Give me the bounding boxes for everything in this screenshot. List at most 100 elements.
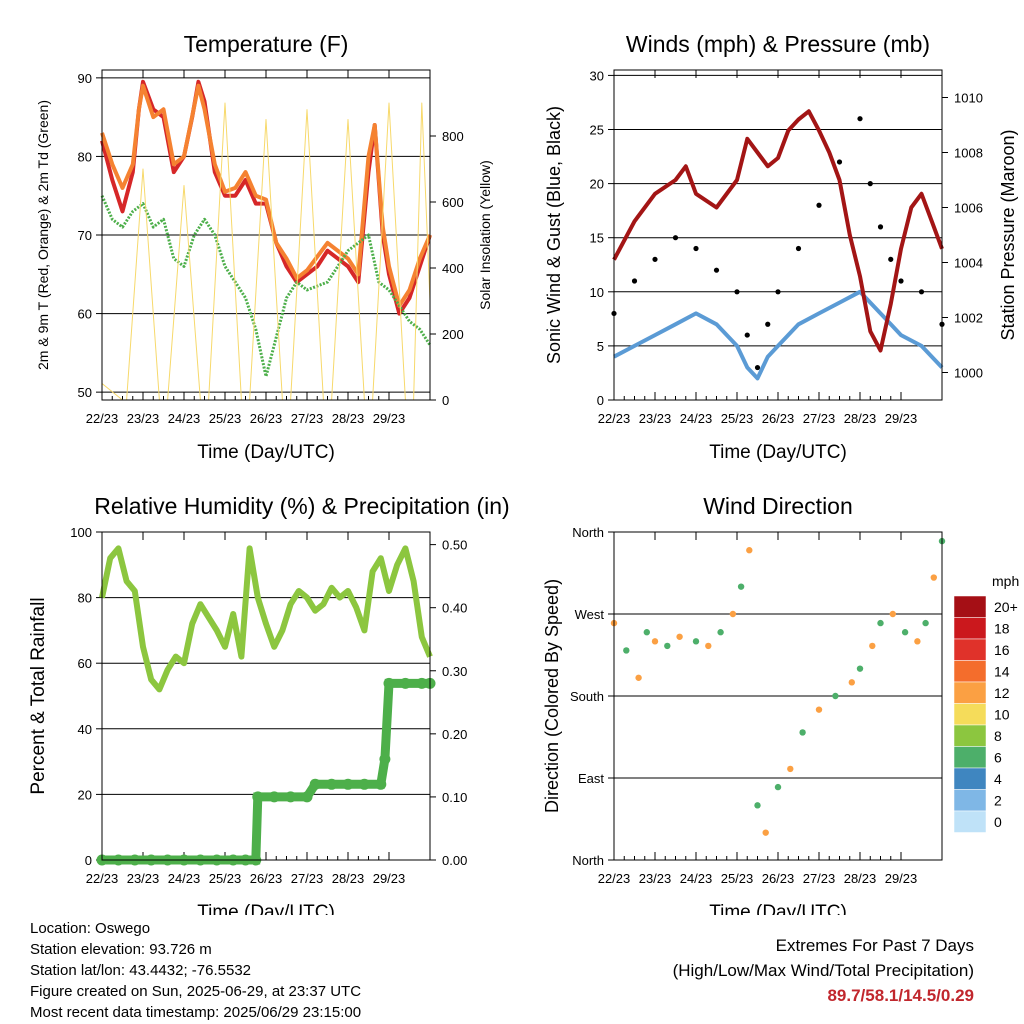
x-tick-label: 29/23 bbox=[885, 411, 918, 426]
x-tick-label: 24/23 bbox=[680, 871, 713, 886]
gust-point bbox=[888, 256, 894, 262]
legend-label: 12 bbox=[994, 685, 1010, 701]
extremes-subtitle: (High/Low/Max Wind/Total Precipitation) bbox=[672, 961, 974, 980]
x-tick-label: 27/23 bbox=[291, 871, 324, 886]
y2-tick-label: 0.50 bbox=[442, 538, 467, 553]
y-tick-label: 0 bbox=[597, 393, 604, 408]
x-axis-label: Time (Day/UTC) bbox=[197, 902, 335, 915]
legend-swatch bbox=[953, 746, 987, 769]
plot-frame bbox=[101, 69, 431, 401]
x-tick-label: 25/23 bbox=[209, 871, 242, 886]
y2-tick-label: 0.10 bbox=[442, 790, 467, 805]
direction-point bbox=[746, 547, 753, 554]
x-tick-label: 29/23 bbox=[373, 871, 406, 886]
station-info: Location: Oswego Station elevation: 93.7… bbox=[30, 918, 361, 1023]
y-tick-label: West bbox=[575, 607, 605, 622]
y-tick-label: 90 bbox=[78, 71, 92, 86]
chart-title: Winds (mph) & Pressure (mb) bbox=[626, 31, 930, 57]
x-tick-label: 27/23 bbox=[291, 411, 324, 426]
x-tick-label: 26/23 bbox=[762, 411, 795, 426]
gust-point bbox=[693, 245, 699, 252]
x-tick-label: 29/23 bbox=[373, 411, 406, 426]
x-axis-label: Time (Day/UTC) bbox=[709, 442, 847, 463]
y-axis-label: Percent & Total Rainfall bbox=[28, 597, 49, 794]
y-axis-label: 2m & 9m T (Red, Orange) & 2m Td (Green) bbox=[35, 100, 51, 370]
x-tick-label: 24/23 bbox=[680, 411, 713, 426]
y2-tick-label: 0 bbox=[442, 393, 449, 408]
legend-swatch bbox=[953, 681, 987, 704]
direction-point bbox=[869, 642, 876, 650]
direction-point bbox=[787, 765, 794, 773]
direction-point bbox=[717, 629, 724, 636]
gust-point bbox=[918, 289, 925, 295]
direction-point bbox=[901, 629, 909, 636]
y-axis-label: Direction (Colored By Speed) bbox=[542, 579, 562, 813]
series-t9m bbox=[100, 83, 432, 308]
chart-title: Temperature (F) bbox=[184, 31, 349, 57]
direction-point bbox=[754, 802, 761, 809]
x-tick-label: 28/23 bbox=[844, 871, 877, 886]
extremes-title: Extremes For Past 7 Days bbox=[775, 936, 974, 955]
direction-point bbox=[799, 729, 806, 736]
gust-point bbox=[765, 321, 771, 327]
direction-point bbox=[729, 610, 737, 618]
series-pressure bbox=[612, 109, 944, 353]
x-tick-label: 23/23 bbox=[639, 871, 672, 886]
gust-point bbox=[857, 116, 863, 122]
x-tick-label: 26/23 bbox=[250, 411, 283, 426]
x-tick-label: 28/23 bbox=[332, 871, 365, 886]
direction-point bbox=[692, 638, 700, 645]
x-tick-label: 22/23 bbox=[86, 871, 119, 886]
direction-point bbox=[643, 629, 650, 636]
gust-point bbox=[877, 224, 884, 230]
y2-tick-label: 1002 bbox=[954, 311, 983, 326]
direction-point bbox=[651, 638, 659, 645]
series-precip bbox=[102, 678, 430, 865]
gust-point bbox=[652, 256, 658, 262]
x-tick-label: 27/23 bbox=[803, 871, 836, 886]
legend-label: 14 bbox=[994, 663, 1010, 679]
series-solar bbox=[101, 102, 431, 401]
x-tick-label: 23/23 bbox=[639, 411, 672, 426]
y-tick-label: 80 bbox=[78, 591, 92, 606]
y2-tick-label: 0.00 bbox=[442, 853, 467, 868]
x-tick-label: 28/23 bbox=[332, 411, 365, 426]
gust-point bbox=[795, 245, 802, 252]
y-tick-label: South bbox=[570, 689, 604, 704]
series-dewpoint bbox=[100, 195, 432, 378]
legend-label: 4 bbox=[994, 771, 1002, 787]
direction-point bbox=[922, 619, 929, 627]
legend-swatch bbox=[953, 638, 987, 661]
y2-tick-label: 1006 bbox=[954, 201, 983, 216]
direction-point bbox=[815, 706, 823, 713]
direction-point bbox=[635, 674, 642, 681]
extremes-values: 89.7/58.1/14.5/0.29 bbox=[827, 986, 974, 1005]
y2-tick-label: 200 bbox=[442, 327, 464, 342]
y-tick-label: 40 bbox=[78, 722, 92, 737]
legend-swatch bbox=[953, 767, 987, 790]
direction-point bbox=[914, 638, 921, 645]
chart-winds: Winds (mph) & Pressure (mb) 0 5 10 15 20 25 30 2… bbox=[544, 31, 1018, 463]
series-wind bbox=[613, 289, 944, 381]
x-tick-label: 25/23 bbox=[209, 411, 242, 426]
y2-axis-label: Station Pressure (Maroon) bbox=[998, 129, 1018, 340]
y2-tick-label: 800 bbox=[442, 129, 464, 144]
x-tick-label: 22/23 bbox=[598, 871, 631, 886]
y2-tick-label: 0.20 bbox=[442, 727, 467, 742]
legend-label: 16 bbox=[994, 642, 1010, 658]
x-axis-label: Time (Day/UTC) bbox=[709, 902, 847, 915]
legend-title: mph bbox=[992, 573, 1019, 589]
legend-label: 20+ bbox=[994, 599, 1018, 615]
y-tick-label: North bbox=[572, 853, 604, 868]
direction-point bbox=[664, 642, 671, 650]
y-tick-label: 0 bbox=[85, 853, 92, 868]
y2-tick-label: 0.40 bbox=[442, 601, 467, 616]
legend-swatch bbox=[953, 789, 987, 812]
legend-label: 2 bbox=[994, 792, 1002, 808]
gust-point bbox=[775, 289, 781, 295]
direction-point bbox=[705, 642, 712, 650]
direction-point bbox=[848, 679, 855, 686]
gust-point bbox=[898, 278, 904, 284]
legend-swatch bbox=[953, 595, 987, 618]
x-tick-label: 29/23 bbox=[885, 871, 918, 886]
